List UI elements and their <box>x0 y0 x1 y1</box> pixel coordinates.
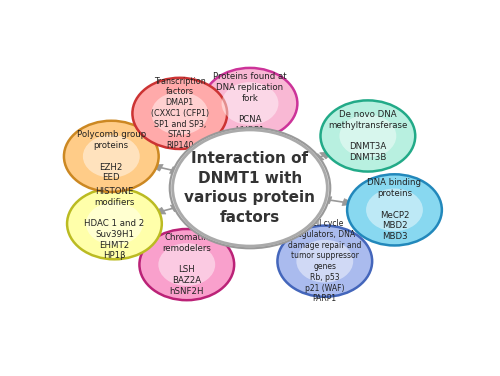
Polygon shape <box>244 117 256 126</box>
Circle shape <box>67 188 162 259</box>
Polygon shape <box>286 223 298 232</box>
Polygon shape <box>320 151 334 159</box>
Polygon shape <box>342 199 355 206</box>
Circle shape <box>320 100 415 171</box>
Polygon shape <box>209 223 221 233</box>
Circle shape <box>132 78 227 149</box>
Circle shape <box>158 243 215 286</box>
Polygon shape <box>170 167 183 173</box>
Text: Cell cycle
regulators, DNA
damage repair and
tumor suppressor
genes
Rb, p53
p21 : Cell cycle regulators, DNA damage repair… <box>288 219 362 303</box>
Polygon shape <box>150 164 163 171</box>
Circle shape <box>340 115 396 157</box>
Polygon shape <box>196 130 207 139</box>
Text: Chromatin
remodelers

LSH
BAZ2A
hSNF2H: Chromatin remodelers LSH BAZ2A hSNF2H <box>162 233 211 296</box>
Polygon shape <box>244 143 256 152</box>
Circle shape <box>278 226 372 297</box>
Circle shape <box>347 174 442 246</box>
Text: De novo DNA
methyltransferase

DNMT3A
DNMT3B: De novo DNA methyltransferase DNMT3A DNM… <box>328 110 407 162</box>
Circle shape <box>64 121 158 192</box>
Polygon shape <box>310 154 324 161</box>
Polygon shape <box>295 235 308 244</box>
Polygon shape <box>170 205 184 212</box>
Text: HISTONE
modifiers

HDAC 1 and 2
Suv39H1
EHMT2
HP1β: HISTONE modifiers HDAC 1 and 2 Suv39H1 E… <box>84 187 144 261</box>
Circle shape <box>86 202 143 245</box>
Circle shape <box>222 82 278 125</box>
Text: Polycomb group
proteins

EZH2
EED: Polycomb group proteins EZH2 EED <box>76 130 146 182</box>
Text: Interaction of
DNMT1 with
various protein
factors: Interaction of DNMT1 with various protei… <box>184 151 316 225</box>
Polygon shape <box>152 208 166 214</box>
Circle shape <box>172 130 328 246</box>
Text: Proteins found at
DNA replication
fork

PCNA
UHRF1: Proteins found at DNA replication fork P… <box>213 72 287 135</box>
Circle shape <box>296 240 353 282</box>
Circle shape <box>152 92 208 135</box>
Polygon shape <box>318 197 332 204</box>
Polygon shape <box>205 144 217 153</box>
Circle shape <box>83 135 140 178</box>
Circle shape <box>202 68 298 139</box>
Polygon shape <box>200 239 212 249</box>
Text: Transcription
factors
DMAP1
(CXXC1 (CFP1)
SP1 and SP3,
STAT3
RIP140: Transcription factors DMAP1 (CXXC1 (CFP1… <box>150 77 209 150</box>
Circle shape <box>140 229 234 300</box>
Circle shape <box>170 128 330 248</box>
Text: DNA binding
proteins

MeCP2
MBD2
MBD3: DNA binding proteins MeCP2 MBD2 MBD3 <box>368 179 422 241</box>
Circle shape <box>366 188 423 231</box>
